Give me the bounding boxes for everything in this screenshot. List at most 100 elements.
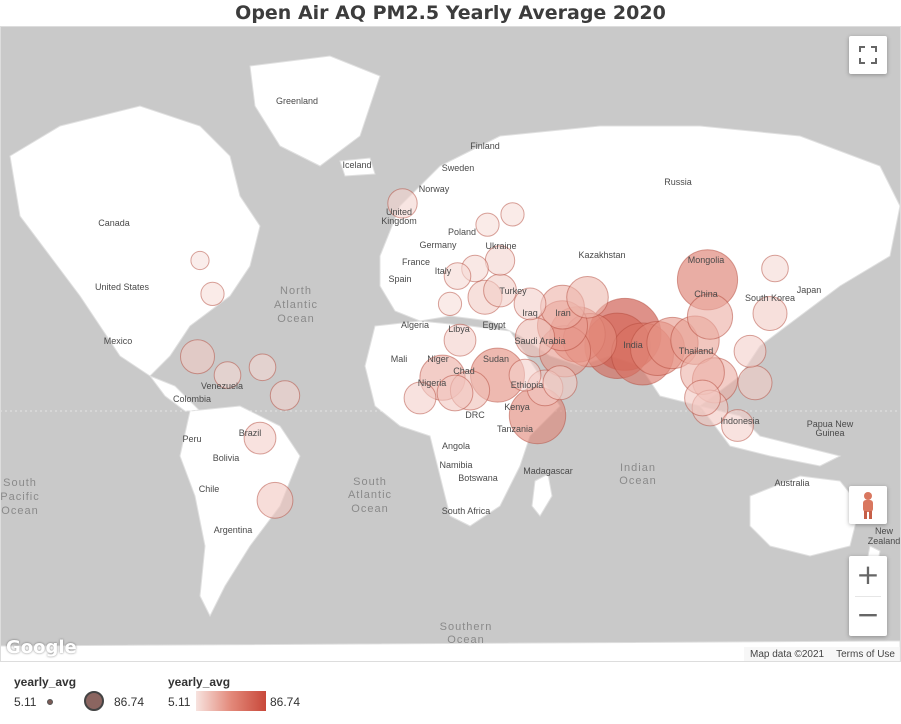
ocean-label: Ocean	[1, 505, 38, 517]
label-layer: Greenland Iceland Finland Sweden Norway Russi…	[0, 96, 900, 646]
aq-bubble[interactable]	[387, 188, 418, 219]
fullscreen-icon	[859, 46, 877, 64]
google-logo: Google	[6, 637, 77, 658]
place-label: Australia	[774, 478, 809, 488]
landmass-greenland	[249, 55, 381, 167]
aq-bubble[interactable]	[269, 380, 301, 411]
place-label: Iraq	[522, 308, 538, 318]
size-legend-title: yearly_avg	[14, 675, 77, 689]
place-label: China	[694, 289, 718, 299]
size-legend-min: 5.11	[14, 695, 37, 709]
aq-bubble[interactable]	[436, 374, 474, 412]
place-label: Thailand	[679, 346, 714, 356]
zoom-in-button[interactable]: +	[856, 558, 880, 591]
aq-bubble[interactable]	[733, 334, 767, 368]
aq-bubble[interactable]	[684, 379, 721, 417]
place-label: Sudan	[483, 354, 509, 364]
aq-bubble[interactable]	[721, 409, 754, 442]
ocean-label: Indian	[620, 462, 656, 474]
place-label: Nigeria	[418, 378, 447, 388]
terms-of-use-link[interactable]: Terms of Use	[830, 647, 901, 662]
place-label: Italy	[435, 266, 452, 276]
place-label: Finland	[470, 141, 500, 151]
zoom-divider	[855, 596, 881, 597]
ocean-label: Southern	[440, 621, 493, 633]
aq-bubble[interactable]	[500, 202, 525, 227]
place-label: DRC	[465, 410, 485, 420]
aq-bubble[interactable]	[180, 339, 215, 375]
place-label: Sweden	[442, 163, 475, 173]
place-label: Iran	[555, 308, 571, 318]
place-label: Canada	[98, 218, 130, 228]
aq-bubble[interactable]	[752, 296, 788, 331]
place-label: Algeria	[401, 320, 429, 330]
color-legend-max: 86.74	[270, 695, 301, 709]
place-label: Niger	[427, 354, 449, 364]
aq-bubble[interactable]	[243, 421, 277, 455]
aq-bubble[interactable]	[403, 381, 437, 415]
place-label: Colombia	[173, 394, 211, 404]
place-label: Mongolia	[688, 255, 725, 265]
aq-bubble[interactable]	[513, 287, 547, 321]
place-label: Mali	[391, 354, 408, 364]
world-map[interactable]: Greenland Iceland Finland Sweden Norway Russi…	[0, 26, 901, 662]
aq-bubble[interactable]	[686, 293, 734, 340]
aq-bubble[interactable]	[542, 365, 578, 401]
place-label: New	[875, 526, 894, 536]
size-legend-small-dot	[47, 699, 53, 705]
color-legend-min: 5.11	[168, 695, 191, 709]
place-label: Kazakhstan	[578, 250, 625, 260]
aq-bubble[interactable]	[248, 353, 277, 382]
color-legend-ramp	[196, 691, 266, 711]
place-label: Libya	[448, 324, 470, 334]
bubble-layer[interactable]	[180, 188, 789, 519]
fullscreen-button[interactable]	[849, 36, 887, 74]
color-legend-title: yearly_avg	[168, 675, 231, 689]
place-label: United	[386, 207, 412, 217]
place-label: Venezuela	[201, 381, 243, 391]
aq-bubble[interactable]	[213, 361, 242, 389]
place-label: Egypt	[482, 320, 506, 330]
place-label: Russia	[664, 177, 692, 187]
aq-bubble[interactable]	[443, 323, 477, 357]
place-label: Ethiopia	[511, 380, 544, 390]
aq-bubble[interactable]	[437, 291, 463, 316]
landmass-madagascar	[531, 473, 553, 517]
place-label: Japan	[797, 285, 822, 295]
landmass-north-america	[9, 105, 261, 377]
size-legend-large-dot	[84, 691, 104, 711]
landmass-south-america	[179, 405, 301, 618]
aq-bubble[interactable]	[256, 481, 294, 519]
place-label: Kingdom	[381, 216, 417, 226]
aq-bubble[interactable]	[443, 262, 472, 290]
aq-bubble[interactable]	[737, 365, 773, 401]
place-label: Ukraine	[485, 241, 516, 251]
ocean-label: Atlantic	[274, 299, 318, 311]
landmasses	[0, 55, 901, 662]
ocean-label: North	[280, 285, 312, 297]
place-label: South Africa	[442, 506, 491, 516]
aq-bubble[interactable]	[566, 275, 609, 319]
attribution: Map data ©2021 Terms of Use	[744, 647, 901, 662]
place-label: Chad	[453, 366, 475, 376]
ocean-label: Pacific	[0, 491, 39, 503]
place-label: Norway	[419, 184, 450, 194]
aq-bubble[interactable]	[200, 281, 225, 306]
legend: yearly_avg 5.11 86.74 yearly_avg 5.11 86…	[0, 662, 901, 724]
place-label: Guinea	[815, 428, 844, 438]
place-label: Namibia	[439, 460, 472, 470]
street-view-button[interactable]	[849, 486, 887, 524]
place-label: Spain	[388, 274, 411, 284]
zoom-out-button[interactable]: −	[856, 598, 880, 631]
place-label: Papua New	[807, 419, 854, 429]
map-canvas[interactable]: Greenland Iceland Finland Sweden Norway Russi…	[0, 26, 901, 662]
place-label: France	[402, 257, 430, 267]
place-label: Argentina	[214, 525, 253, 535]
map-title: Open Air AQ PM2.5 Yearly Average 2020	[235, 2, 666, 24]
aq-bubble[interactable]	[475, 212, 500, 237]
place-label: Poland	[448, 227, 476, 237]
ocean-label: Ocean	[619, 475, 656, 487]
aq-bubble[interactable]	[508, 358, 542, 392]
aq-bubble[interactable]	[190, 250, 210, 271]
aq-bubble[interactable]	[761, 254, 789, 283]
